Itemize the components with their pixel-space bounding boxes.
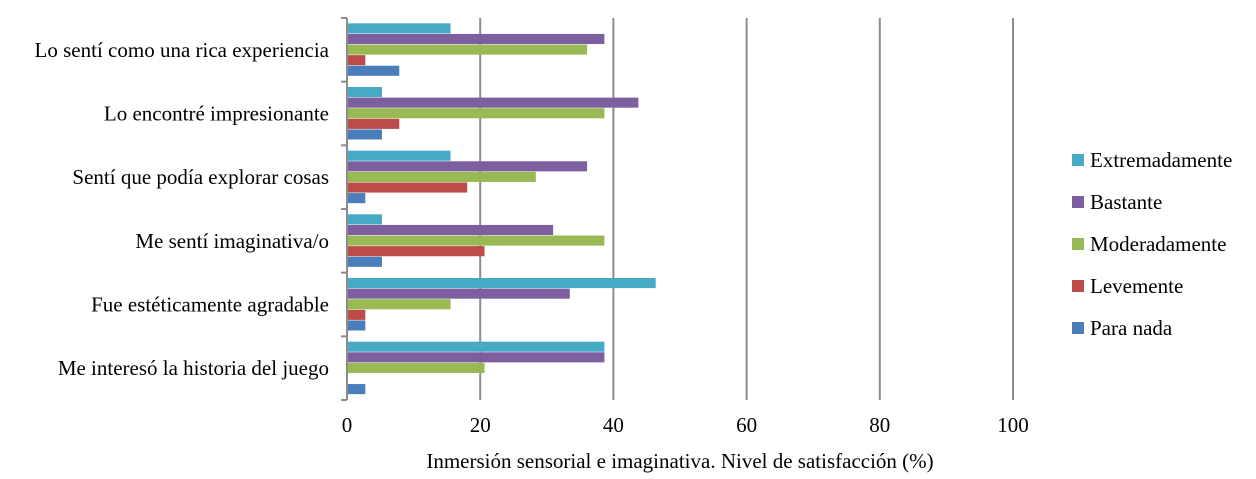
bar-extremadamente: [348, 278, 656, 289]
legend-swatch-moderadamente: [1072, 238, 1084, 250]
legend-label-levemente: Levemente: [1090, 274, 1183, 298]
bar-para-nada: [348, 129, 382, 140]
category-labels: Me interesó la historia del juego Fue est…: [35, 17, 347, 401]
category-label: Fue estéticamente agradable: [91, 293, 329, 317]
bar-para-nada: [348, 65, 400, 76]
category-label: Lo sentí como una rica experiencia: [35, 38, 330, 62]
bar-moderadamente: [348, 299, 451, 310]
bar-para-nada: [348, 384, 366, 395]
x-tick-label: 100: [997, 413, 1029, 437]
x-axis-title: Inmersión sensorial e imaginativa. Nivel…: [426, 449, 933, 473]
legend-label-extremadamente: Extremadamente: [1090, 148, 1232, 172]
bar-bastante: [348, 288, 570, 299]
x-tick-label: 80: [869, 413, 890, 437]
bar-levemente: [348, 309, 366, 320]
bar-para-nada: [348, 193, 366, 204]
bar-para-nada: [348, 320, 366, 331]
legend: Extremadamente Bastante Moderadamente Levem…: [1072, 148, 1232, 340]
legend-label-bastante: Bastante: [1090, 190, 1162, 214]
legend-swatch-extremadamente: [1072, 154, 1084, 166]
bar-extremadamente: [348, 150, 451, 161]
bar-extremadamente: [348, 87, 382, 98]
bar-levemente: [348, 118, 400, 129]
category-label: Me sentí imaginativa/o: [135, 229, 329, 253]
bar-extremadamente: [348, 214, 382, 225]
x-tick-labels: 0 20 40 60 80 100: [342, 413, 1029, 437]
bar-moderadamente: [348, 362, 485, 373]
bar-para-nada: [348, 256, 382, 267]
bar-bastante: [348, 224, 554, 236]
bar-levemente: [348, 55, 366, 66]
bar-bastante: [348, 161, 588, 172]
bar-moderadamente: [348, 108, 605, 119]
bar-extremadamente: [348, 341, 605, 352]
x-tick-label: 60: [736, 413, 757, 437]
x-tick-label: 20: [470, 413, 491, 437]
bar-levemente: [348, 246, 485, 257]
bars-group: [348, 23, 656, 395]
category-label: Lo encontré impresionante: [104, 102, 329, 126]
x-tick-label: 0: [342, 413, 353, 437]
bar-moderadamente: [348, 171, 536, 182]
bar-extremadamente: [348, 23, 451, 34]
category-label: Sentí que podía explorar cosas: [72, 165, 329, 189]
legend-swatch-bastante: [1072, 196, 1084, 208]
legend-swatch-levemente: [1072, 280, 1084, 292]
gridlines: [479, 18, 1014, 400]
bar-bastante: [348, 33, 605, 45]
legend-swatch-para-nada: [1072, 322, 1084, 334]
legend-label-para-nada: Para nada: [1090, 316, 1173, 340]
bar-bastante: [348, 97, 639, 108]
legend-label-moderadamente: Moderadamente: [1090, 232, 1226, 256]
bar-moderadamente: [348, 235, 605, 246]
category-label: Me interesó la historia del juego: [58, 356, 329, 380]
bar-bastante: [348, 352, 605, 363]
bar-levemente: [348, 182, 468, 193]
x-tick-label: 40: [603, 413, 624, 437]
bar-moderadamente: [348, 44, 588, 55]
